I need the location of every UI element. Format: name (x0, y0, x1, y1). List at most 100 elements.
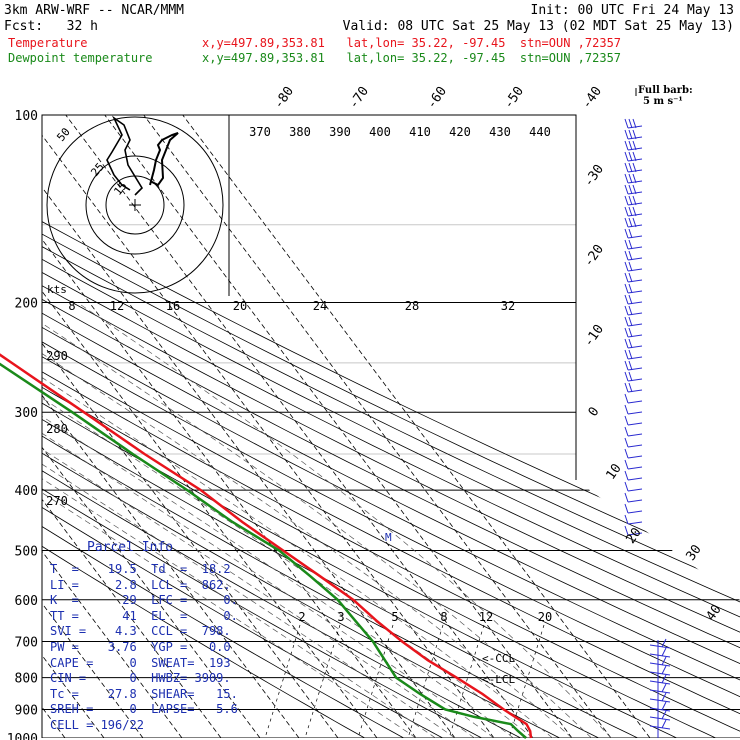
temperature-location-info: x,y=497.89,353.81 lat,lon= 35.22, -97.45… (202, 36, 622, 50)
wind-barb-low (661, 638, 667, 648)
hodograph-ring-label: 25 (88, 160, 106, 179)
wind-barb-low (649, 707, 671, 712)
mixing-ratio-line (448, 624, 485, 738)
hodograph-kts-label: kts (47, 283, 67, 296)
wind-barb (624, 327, 643, 338)
wind-barb (624, 393, 643, 404)
plot-border (41, 114, 577, 738)
dry-adiabat (42, 115, 740, 738)
mixing-ratio-label: 8 (440, 610, 447, 624)
theta-left-label: 270 (46, 494, 68, 508)
parcel-info-title: Parcel Info (87, 540, 174, 555)
pressure-label: 900 (15, 703, 38, 718)
dewpoint-profile (0, 362, 527, 739)
hodograph: kts 50 25 15 (46, 115, 224, 296)
wind-barb-low (661, 656, 667, 666)
dewpoint-location-info: x,y=497.89,353.81 lat,lon= 35.22, -97.45… (202, 51, 622, 65)
dry-adiabat (42, 115, 404, 738)
wind-barb (624, 305, 643, 316)
isotherm (182, 115, 651, 738)
mixing-ratio-label: 20 (538, 610, 552, 624)
parcel-info-row: K = 29 LFC = 0. (50, 593, 238, 608)
parcel-info-row: T = 19.5 Td = 18.2 (50, 562, 231, 576)
wind-barb (624, 415, 643, 426)
wind-barb (624, 371, 643, 382)
wind-barb-low (661, 710, 667, 720)
wind-barb (624, 459, 643, 470)
pressure-label: 300 (15, 406, 38, 421)
pressure-label: 600 (15, 594, 38, 609)
theta-label: 380 (289, 125, 311, 139)
init-time: Init: 00 UTC Fri 24 May 13 (530, 3, 735, 18)
wind-speed-label: 24 (313, 299, 327, 313)
wind-barb (624, 173, 643, 184)
wind-barb-low (649, 653, 671, 658)
isotherm-label: 40 (703, 602, 724, 623)
pressure-label: 100 (15, 109, 38, 124)
hodograph-ring-label: 15 (111, 179, 129, 198)
model-title: 3km ARW-WRF -- NCAR/MMM (4, 3, 185, 18)
isotherm (42, 115, 261, 738)
isotherm-label: -80 (271, 84, 297, 112)
mixing-ratio-line (407, 624, 444, 738)
wind-barb (624, 382, 643, 393)
isotherm-label: 20 (623, 525, 644, 546)
mixing-ratio-line (508, 624, 545, 738)
dry-adiabat (42, 115, 740, 738)
hodograph-trace-upper (149, 132, 179, 187)
wind-barb-low (661, 719, 667, 729)
dry-adiabat (42, 115, 740, 738)
parcel-info-row: SREH = 0 LAPSE= 5.6 (50, 702, 238, 717)
wind-barb-low (649, 680, 671, 685)
wind-barb (624, 129, 643, 140)
wind-barb-low (649, 725, 671, 730)
wind-barb (624, 503, 643, 514)
moist-adiabat (42, 302, 553, 738)
isotherm (42, 115, 339, 738)
isotherm-label: -70 (346, 84, 372, 112)
dewpoint-legend-label: Dewpoint temperature (8, 51, 153, 65)
temperature-profile (0, 353, 533, 739)
hodograph-ring (46, 116, 224, 294)
wind-barb (624, 294, 643, 305)
moist-adiabat (42, 302, 573, 738)
dry-adiabat (42, 115, 677, 738)
hodograph-trace (106, 115, 144, 196)
wind-barb (624, 426, 643, 437)
parcel-info-row: CAPE = 0 SWEAT= 193 (50, 655, 231, 670)
isotherm-label: 30 (683, 542, 704, 563)
temperature-legend-label: Temperature (8, 36, 88, 50)
dry-adiabat (42, 115, 365, 738)
isotherm-label: -10 (581, 322, 607, 350)
pressure-label: 500 (15, 544, 38, 559)
dry-adiabat (42, 115, 716, 738)
wind-barb (624, 360, 643, 371)
parcel-info-row: TT = 41 EL = 0. (50, 608, 238, 623)
mixing-ratio-line (264, 624, 301, 738)
parcel-info-row: LI = 2.8 LCL = 862. (50, 577, 231, 592)
wind-speed-label: 20 (233, 299, 247, 313)
theta-label: 420 (449, 125, 471, 139)
wind-barb (624, 404, 643, 415)
wind-barb (624, 481, 643, 492)
theta-label: 370 (249, 125, 271, 139)
moist-adiabat (42, 302, 417, 738)
theta-label: 430 (489, 125, 511, 139)
wind-barb-low (649, 671, 671, 676)
isotherm (42, 115, 495, 738)
theta-label: 410 (409, 125, 431, 139)
wind-speed-label: 16 (166, 299, 180, 313)
parcel-info-row: PW = 3.76 YGP = 0.0 (50, 640, 231, 654)
isotherm (65, 115, 534, 738)
wind-barb-low (649, 716, 671, 721)
dry-adiabat (42, 115, 482, 738)
wind-barb (624, 118, 643, 129)
wind-barb (624, 151, 643, 162)
forecast-hour: Fcst: 32 h (4, 19, 98, 34)
isotherm (42, 115, 144, 738)
wind-barb-low (661, 701, 667, 711)
mixing-ratio-label: 2 (298, 610, 305, 624)
wind-barb (624, 349, 643, 360)
valid-time: Valid: 08 UTC Sat 25 May 13 (02 MDT Sat … (342, 19, 734, 34)
isotherm-label: 0 (586, 404, 603, 419)
